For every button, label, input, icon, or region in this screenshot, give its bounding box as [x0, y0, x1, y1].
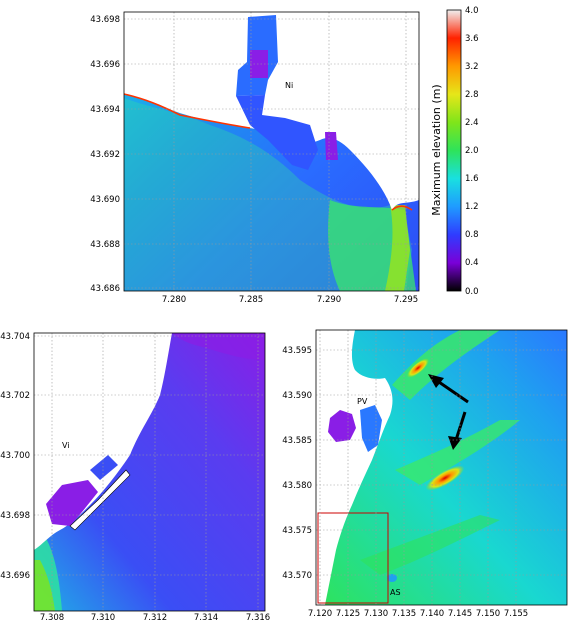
right-ytick-5: 43.575 [282, 526, 312, 536]
label-pv: PV [357, 397, 368, 406]
right-xtick-2: 7.125 [336, 609, 360, 619]
cbar-tick-1-6: 1.6 [465, 174, 479, 184]
cbar-tick-4-0: 4.0 [465, 6, 479, 16]
left-ytick-2: 43.702 [0, 391, 30, 401]
harbour-pv [328, 410, 356, 442]
cbar-tick-2-8: 2.8 [465, 90, 479, 100]
cbar-tick-3-6: 3.6 [465, 34, 479, 44]
right-ytick-6: 43.570 [282, 571, 312, 581]
right-xtick-1: 7.120 [308, 609, 332, 619]
right-xtick-7: 7.150 [476, 609, 500, 619]
right-xtick-5: 7.140 [420, 609, 444, 619]
top-ytick-6: 43.688 [90, 240, 120, 250]
harbour-vi [46, 480, 98, 526]
left-ytick-5: 43.696 [0, 571, 30, 581]
right-xtick-6: 7.145 [448, 609, 472, 619]
label-vi: Vi [62, 441, 70, 450]
top-map-panel: Ni 43.698 43.696 43.694 43.692 43.690 43… [90, 11, 420, 305]
right-xtick-3: 7.130 [364, 609, 388, 619]
top-ytick-7: 43.686 [90, 284, 120, 294]
cbar-tick-3-2: 3.2 [465, 62, 479, 72]
left-ytick-1: 43.704 [0, 332, 30, 342]
left-map-panel: Vi 43.704 43.702 43.700 43.698 43.696 7.… [0, 332, 270, 621]
top-ytick-2: 43.696 [90, 60, 120, 70]
cbar-tick-0-8: 0.8 [465, 230, 479, 240]
top-xtick-4: 7.295 [394, 295, 418, 305]
right-xtick-8: 7.155 [504, 609, 528, 619]
top-xtick-3: 7.290 [317, 295, 341, 305]
right-map-panel: PV AS 43.595 43.590 43.585 43.580 43.575… [282, 329, 568, 619]
top-ytick-4: 43.692 [90, 150, 120, 160]
colorbar-title: Maximum elevation (m) [430, 84, 443, 215]
cbar-tick-2-4: 2.4 [465, 118, 479, 128]
land-area [124, 12, 419, 210]
left-xtick-5: 7.316 [246, 613, 270, 621]
right-ytick-4: 43.580 [282, 481, 312, 491]
zoom-box [317, 512, 389, 604]
left-ytick-3: 43.700 [0, 451, 30, 461]
label-as: AS [390, 588, 401, 597]
right-ytick-1: 43.595 [282, 346, 312, 356]
left-xtick-1: 7.308 [40, 613, 64, 621]
label-ni: Ni [285, 81, 293, 90]
arrows [428, 374, 469, 450]
left-xtick-2: 7.310 [91, 613, 115, 621]
right-ytick-3: 43.585 [282, 436, 312, 446]
top-ytick-1: 43.698 [90, 15, 120, 25]
right-xtick-4: 7.135 [392, 609, 416, 619]
left-xtick-4: 7.314 [194, 613, 218, 621]
cbar-tick-1-2: 1.2 [465, 202, 479, 212]
top-ytick-5: 43.690 [90, 195, 120, 205]
right-ytick-2: 43.590 [282, 391, 312, 401]
left-ytick-4: 43.698 [0, 511, 30, 521]
left-xtick-3: 7.312 [143, 613, 167, 621]
colorbar: 4.0 3.6 3.2 2.8 2.4 2.0 1.6 1.2 0.8 0.4 … [430, 6, 479, 297]
cbar-tick-2-0: 2.0 [465, 146, 479, 156]
cbar-tick-0-4: 0.4 [465, 258, 479, 268]
right-grid [316, 330, 567, 605]
left-grid [34, 333, 265, 611]
land-area-right [316, 330, 393, 605]
cbar-tick-0-0: 0.0 [465, 287, 479, 297]
top-xtick-2: 7.285 [239, 295, 263, 305]
top-grid [124, 12, 419, 291]
top-xtick-1: 7.280 [162, 295, 186, 305]
top-ytick-3: 43.694 [90, 105, 120, 115]
